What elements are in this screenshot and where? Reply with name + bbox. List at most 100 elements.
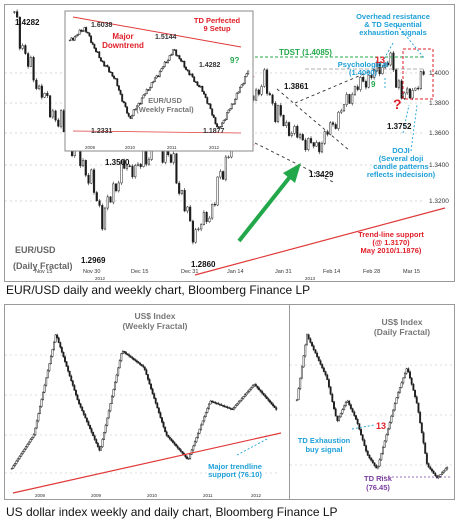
dxy-weekly-candle — [179, 449, 182, 452]
eurusd-daily-candle — [296, 126, 299, 138]
eurusd-daily-candle — [315, 142, 318, 147]
dxy-weekly-candle — [211, 400, 214, 403]
eurusd-weekly-candle — [224, 119, 227, 121]
dxy-daily-candle — [370, 457, 373, 461]
eurusd-daily-candle — [320, 143, 324, 153]
dxy-weekly-candle — [37, 413, 40, 422]
dxy-daily-candle — [316, 352, 319, 358]
dxy-weekly-candle — [103, 432, 106, 440]
dxy-weekly-candle — [117, 367, 120, 376]
dxy-weekly-candle — [81, 406, 84, 412]
dxy-daily-candle — [431, 468, 433, 472]
eurusd-weekly-candle — [155, 75, 158, 79]
dxy-weekly-candle — [248, 389, 251, 392]
y-tick-1: 1.4000 — [429, 70, 449, 77]
eurusd-weekly-candle — [134, 108, 137, 111]
dxy-weekly-candle — [218, 403, 221, 406]
svg-text:Trend-line support(@ 1.3170)Ma: Trend-line support (@ 1.3170) May 2010/1.1… — [358, 230, 424, 255]
dxy-weekly-candle — [228, 407, 231, 409]
eurusd-weekly-candle — [81, 30, 84, 32]
dxy-weekly-candle — [256, 385, 259, 389]
dxy-weekly-candle — [96, 442, 99, 447]
eurusd-weekly-candle — [221, 122, 223, 128]
dxy-weekly-candle — [126, 353, 129, 356]
dxy-weekly-candle — [139, 363, 142, 365]
y-tick-5: 1.3200 — [429, 198, 449, 205]
dxy-daily-candle — [383, 440, 386, 448]
eurusd-weekly-candle — [73, 36, 76, 41]
dxy-daily-candle — [380, 453, 383, 461]
eurusd-daily-candle — [38, 85, 41, 89]
dxy-weekly-candle — [13, 463, 16, 467]
dxy-daily-candle — [329, 386, 332, 395]
eurusd-weekly-candle — [108, 66, 111, 73]
dxy-daily-candle — [378, 459, 381, 467]
dxy-weekly-candle — [54, 334, 57, 343]
dxy-weekly-candle — [48, 363, 51, 371]
eurusd-daily-candle — [367, 74, 370, 88]
dxy-weekly-candle — [153, 393, 156, 399]
dxy-weekly-candle — [264, 394, 267, 398]
eurusd-daily-candle — [62, 110, 65, 132]
eurusd-weekly-candle — [170, 54, 173, 56]
dxy-daily-candle — [333, 401, 335, 410]
dxy-daily-candle — [302, 355, 305, 368]
annotation-leaders — [382, 24, 426, 152]
dxy-weekly-candle — [60, 347, 63, 353]
dxy-daily-candle — [437, 476, 440, 479]
dxy-daily-candle — [355, 415, 357, 420]
eurusd-weekly-candle — [176, 55, 179, 57]
eurusd-weekly-candle — [227, 109, 230, 113]
dxy-weekly-title: US$ Index (Weekly Fractal) — [122, 311, 187, 331]
dxy-weekly-candle — [168, 436, 171, 440]
dxy-weekly-candle — [270, 401, 273, 405]
dxy-weekly-candle — [203, 416, 206, 422]
eurusd-weekly-candle — [181, 60, 184, 63]
eurusd-weekly-candle — [188, 70, 191, 76]
dxy-weekly-candle — [258, 387, 260, 391]
dxy-daily-candle — [339, 413, 342, 418]
dxy-weekly-candle — [70, 375, 73, 382]
x-sublabel-2012: 2012 — [95, 276, 106, 281]
dxy-daily-title: US$ Index (Daily Fractal) — [374, 317, 430, 337]
dxyw-x-2010: 2010 — [147, 493, 158, 498]
weekly-x-2010: 2010 — [125, 145, 136, 150]
dxy-daily-candle — [299, 377, 302, 389]
weekly-label-14282: 1.4282 — [199, 62, 221, 69]
dxy-weekly-candle — [107, 410, 110, 419]
dxy-daily-candle — [415, 396, 418, 404]
svg-text:US$ Index(Daily Fractal): US$ Index (Daily Fractal) — [374, 317, 430, 337]
eurusd-weekly-candle — [162, 66, 165, 69]
question-mark: ? — [393, 96, 402, 112]
dxy-daily-candle — [311, 342, 313, 347]
dxy-weekly-candle — [90, 428, 93, 433]
dxy-weekly-panel: US$ Index (Weekly Fractal) Major trendlin… — [4, 304, 290, 500]
eurusd-daily-candle — [32, 57, 35, 81]
dxy-weekly-candle — [43, 384, 46, 393]
eurusd-weekly-candle — [121, 94, 124, 102]
eurusd-daily-candle — [46, 92, 49, 96]
eurusd-daily-candle — [381, 67, 384, 75]
x-tick-dec31: Dec 31 — [181, 269, 198, 275]
eurusd-weekly-candle — [203, 91, 205, 95]
eurusd-weekly-candle — [189, 73, 192, 76]
dxy-weekly-candle — [239, 399, 242, 403]
dxy-td-count-13: 13 — [376, 421, 386, 431]
price-label-13500: 1.3500 — [105, 158, 130, 167]
eurusd-daily-candle — [406, 88, 409, 94]
dxy-weekly-candle — [93, 435, 96, 440]
eurusd-weekly-candle — [234, 98, 237, 105]
dxy-daily-candle — [366, 450, 369, 456]
eurusd-daily-candle — [323, 131, 326, 144]
eurusd-daily-candle — [172, 153, 175, 163]
dxy-weekly-candle — [23, 448, 26, 452]
dxy-weekly-candle — [187, 458, 190, 460]
dxy-weekly-candle — [79, 403, 82, 408]
dxy-weekly-candle — [145, 369, 148, 375]
eurusd-weekly-candle — [201, 86, 204, 92]
eurusd-daily-candle — [16, 11, 19, 18]
weekly-label-16038: 1.6038 — [91, 22, 113, 29]
eurusd-weekly-candle — [167, 59, 169, 63]
eurusd-weekly-candle — [173, 49, 176, 51]
